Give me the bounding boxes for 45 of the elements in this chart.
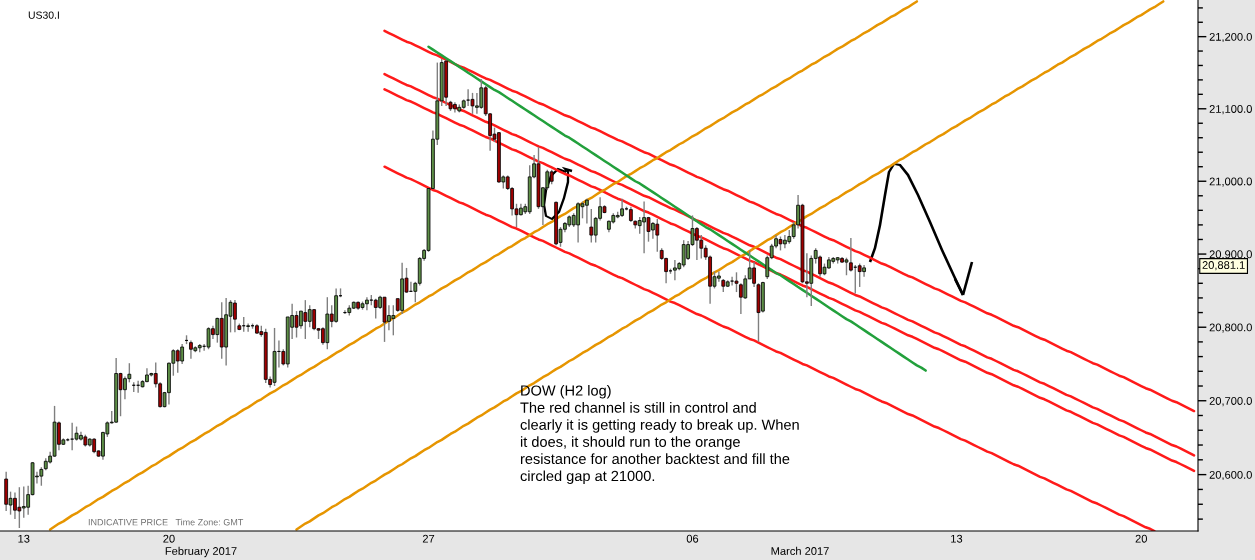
x-tick-label: 13 xyxy=(951,534,963,543)
x-tick-label: 06 xyxy=(686,534,699,543)
candlestick xyxy=(21,485,26,519)
candlestick xyxy=(470,92,475,115)
y-tick-label: 20,900.0 xyxy=(1209,250,1252,260)
candlestick xyxy=(175,348,180,374)
candlestick xyxy=(70,422,75,451)
x-tick-label: 27 xyxy=(422,534,435,543)
y-tick-label: 20,800.0 xyxy=(1209,323,1252,333)
annotation: INDICATIVE PRICE Time Zone: GMT xyxy=(88,518,244,526)
candlestick xyxy=(391,304,396,336)
candlestick xyxy=(589,208,594,244)
y-tick-label: 21,000.0 xyxy=(1209,177,1252,187)
line-series xyxy=(427,45,927,372)
candlestick xyxy=(620,197,624,218)
candlestick xyxy=(857,262,862,288)
candlestick xyxy=(39,466,44,487)
y-tick-label: 21,200.0 xyxy=(1209,32,1252,43)
candlestick xyxy=(294,310,299,339)
candlestick xyxy=(681,239,686,268)
x-tick-label: 20 xyxy=(1135,534,1147,543)
annotation: DOW (H2 log) The red channel is still in control and clearly it is getting ready to break up. When it does, it should run to the orange resistance for another backtest and fill the circled gap at 21000. xyxy=(520,385,799,484)
candlestick xyxy=(303,299,308,340)
candlestick xyxy=(246,322,251,333)
candlestick xyxy=(479,78,484,110)
candlestick xyxy=(180,343,185,365)
text: February 2017 xyxy=(165,546,237,558)
text: March 2017 xyxy=(771,546,829,555)
x-tick-label: 20 xyxy=(163,534,175,543)
line-series xyxy=(383,29,1196,413)
candlestick xyxy=(215,317,220,344)
text: US30.I xyxy=(28,11,59,19)
candlestick xyxy=(17,486,22,529)
text: 20,881.1 xyxy=(1202,261,1245,271)
candlestick xyxy=(189,339,193,360)
candlestick xyxy=(206,326,211,350)
line-series xyxy=(295,0,1165,531)
y-tick-label: 21,100.0 xyxy=(1209,105,1252,115)
x-tick-label: 13 xyxy=(18,534,30,543)
y-tick-label: 20,600.0 xyxy=(1209,470,1252,481)
y-tick-label: 20,700.0 xyxy=(1209,397,1252,407)
candlestick xyxy=(307,304,312,328)
line-series xyxy=(383,165,1156,531)
candlestick xyxy=(655,218,660,253)
candlestick xyxy=(673,259,677,282)
